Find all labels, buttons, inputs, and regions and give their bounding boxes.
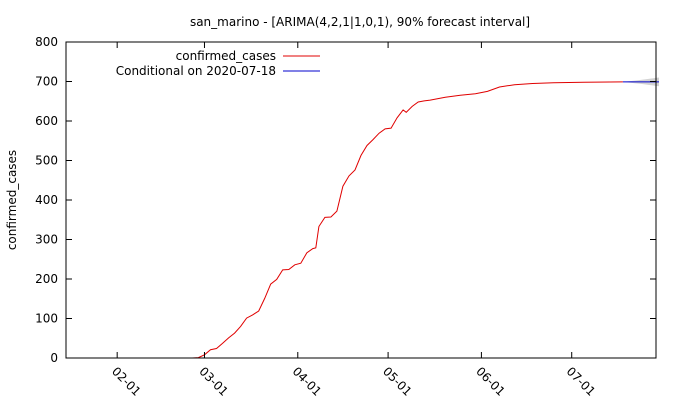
x-tick-label: 05-01: [380, 364, 415, 399]
x-tick-label: 03-01: [196, 364, 231, 399]
legend-label-0: confirmed_cases: [176, 49, 276, 63]
y-tick-label: 700: [35, 75, 58, 89]
x-tick-label: 06-01: [473, 364, 508, 399]
y-tick-label: 0: [50, 351, 58, 365]
legend-label-1: Conditional on 2020-07-18: [116, 64, 276, 78]
x-tick-label: 07-01: [564, 364, 599, 399]
y-axis-label: confirmed_cases: [5, 150, 19, 250]
x-tick-label: 04-01: [290, 364, 325, 399]
y-tick-label: 200: [35, 272, 58, 286]
series-line-0: [192, 81, 623, 359]
y-tick-label: 400: [35, 193, 58, 207]
y-tick-label: 600: [35, 114, 58, 128]
chart-title: san_marino - [ARIMA(4,2,1|1,0,1), 90% fo…: [190, 15, 530, 29]
x-tick-label: 02-01: [109, 364, 144, 399]
plot-frame: [65, 41, 657, 359]
y-tick-label: 100: [35, 312, 58, 326]
y-tick-label: 500: [35, 154, 58, 168]
y-tick-label: 300: [35, 233, 58, 247]
y-tick-label: 800: [35, 35, 58, 49]
plot-area: 0 100 200 300 400 500 600 700 800 02-01 03-01 04-01…: [35, 35, 660, 399]
